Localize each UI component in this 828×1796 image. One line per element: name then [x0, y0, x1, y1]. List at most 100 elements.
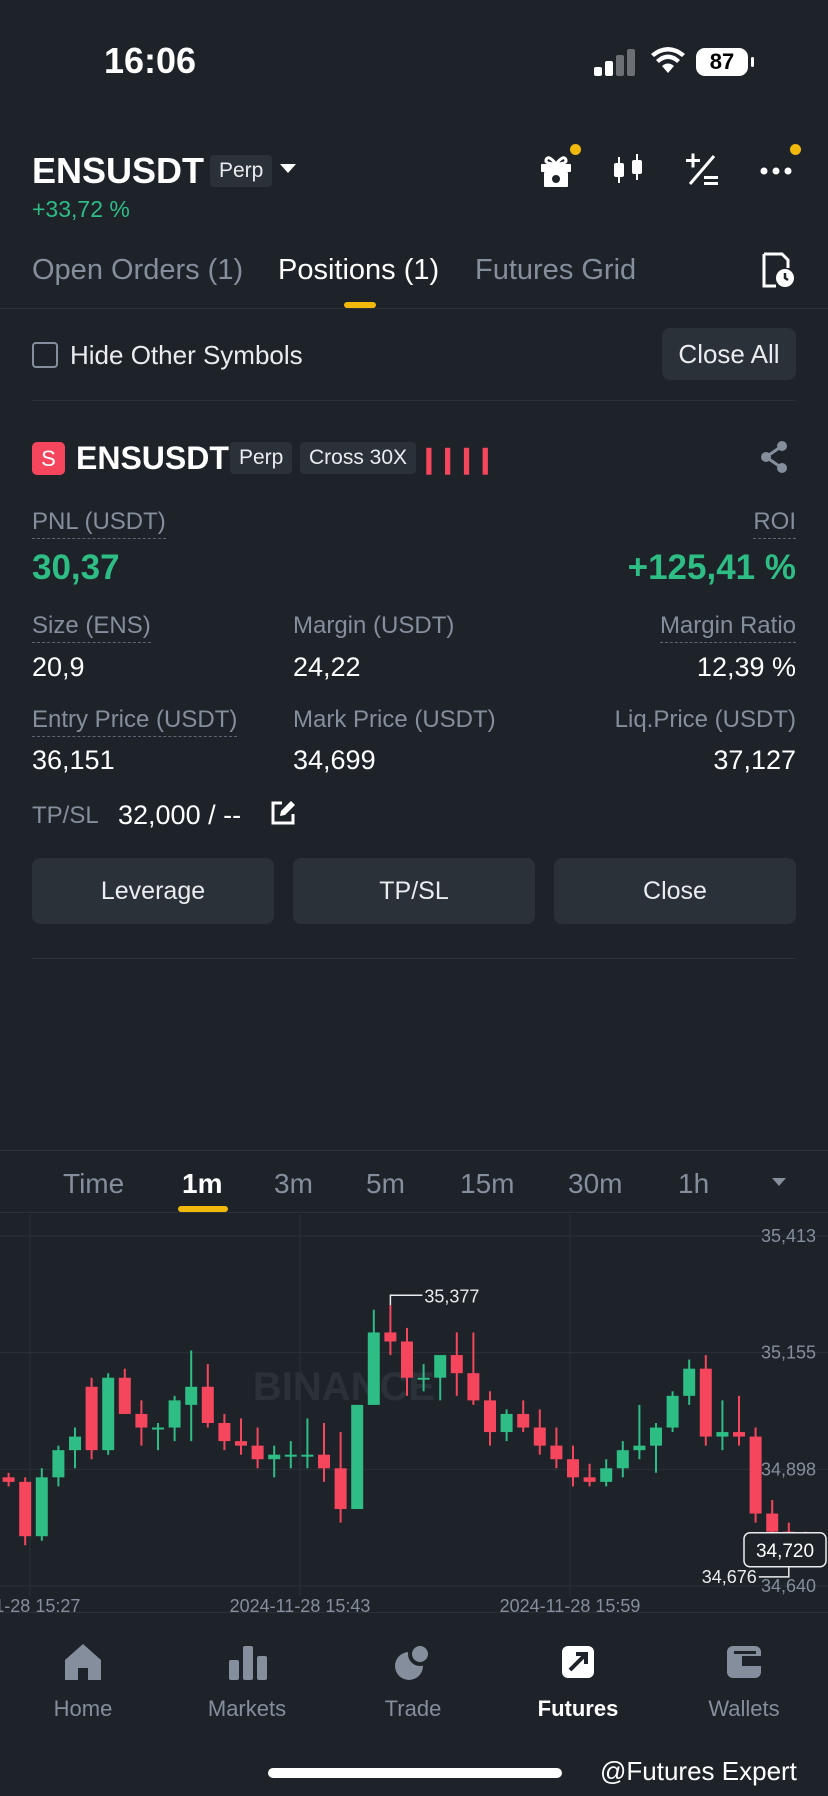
leverage-button[interactable]: Leverage: [32, 858, 274, 924]
active-timeframe-indicator: [178, 1206, 228, 1212]
card-divider: [32, 958, 796, 959]
candle-body: [533, 1427, 546, 1446]
hide-other-symbols-checkbox[interactable]: [32, 342, 58, 368]
margin-mode-tag[interactable]: Cross 30X: [300, 442, 417, 474]
candle-body: [235, 1441, 247, 1446]
candle-body: [19, 1481, 32, 1537]
entry-price-value: 36,151: [32, 745, 115, 775]
close-position-button[interactable]: Close: [554, 858, 796, 924]
candle-body: [484, 1400, 496, 1433]
notification-dot: [570, 144, 581, 155]
nav-divider: [0, 1612, 828, 1613]
candle-body: [616, 1450, 629, 1469]
candle-body: [666, 1395, 679, 1428]
nav-wallets-label[interactable]: Wallets: [708, 1696, 780, 1721]
footer-watermark: @Futures Expert: [600, 1756, 797, 1786]
contract-tag: Perp: [210, 155, 273, 187]
candle-body: [500, 1413, 513, 1433]
candle-body: [716, 1432, 729, 1437]
size-label[interactable]: Size (ENS): [32, 612, 151, 643]
markets-icon[interactable]: [197, 1640, 297, 1684]
chart-tabs-divider: [0, 1212, 828, 1213]
order-history-icon[interactable]: [760, 252, 796, 288]
timeframe-5m[interactable]: 5m: [366, 1168, 405, 1199]
roi-label[interactable]: ROI: [753, 508, 796, 539]
nav-trade-label[interactable]: Trade: [384, 1696, 442, 1721]
futures-icon[interactable]: [528, 1640, 628, 1684]
status-time: 16:06: [104, 40, 197, 81]
timeframe-3m[interactable]: 3m: [274, 1168, 313, 1199]
share-icon[interactable]: [758, 440, 790, 474]
tpsl-value: 32,000 / --: [118, 800, 242, 830]
nav-markets-label[interactable]: Markets: [207, 1696, 287, 1721]
candle-body: [600, 1468, 613, 1482]
symbol-title[interactable]: ENSUSDT: [32, 150, 205, 191]
candle-body: [102, 1377, 115, 1451]
more-timeframes-icon[interactable]: [770, 1176, 788, 1188]
candle-body: [2, 1477, 15, 1482]
candle-body: [550, 1445, 563, 1460]
tab-open-orders[interactable]: Open Orders (1): [32, 254, 244, 286]
candle-body: [683, 1368, 696, 1396]
candle-body: [301, 1454, 314, 1457]
timeframe-1h[interactable]: 1h: [678, 1168, 710, 1199]
percent-calculator-icon[interactable]: [682, 150, 722, 190]
edit-icon[interactable]: [270, 800, 296, 826]
cellular-signal-icon: [594, 48, 635, 76]
nav-futures-label[interactable]: Futures: [537, 1696, 619, 1721]
close-all-button[interactable]: Close All: [662, 328, 796, 380]
home-indicator[interactable]: [268, 1768, 562, 1778]
entry-price-label[interactable]: Entry Price (USDT): [32, 706, 238, 737]
position-symbol[interactable]: ENSUSDT: [76, 440, 229, 476]
margin-value: 24,22: [293, 652, 361, 682]
candle-body: [334, 1468, 347, 1510]
wallets-icon[interactable]: [694, 1640, 794, 1684]
size-value: 20,9: [32, 652, 85, 682]
timeframe-30m[interactable]: 30m: [568, 1168, 623, 1199]
margin-ratio-label[interactable]: Margin Ratio: [659, 612, 796, 643]
short-side-badge: S: [32, 442, 65, 475]
candle-body: [168, 1400, 181, 1428]
pnl-label[interactable]: PNL (USDT): [32, 508, 166, 539]
filter-divider: [32, 400, 796, 401]
candle-body: [201, 1386, 214, 1423]
liq-price-value: 37,127: [713, 745, 796, 775]
wifi-icon: [651, 47, 685, 73]
timeframe-15m[interactable]: 15m: [460, 1168, 515, 1199]
chevron-down-icon[interactable]: [278, 162, 298, 176]
x-tick-label: -11-28 15:27: [0, 1596, 80, 1614]
trade-icon[interactable]: [363, 1640, 463, 1684]
tab-futures-grid[interactable]: Futures Grid: [475, 254, 637, 286]
home-icon[interactable]: [33, 1640, 133, 1684]
price-change: +33,72 %: [32, 196, 130, 222]
tpsl-button[interactable]: TP/SL: [293, 858, 535, 924]
candle-body: [733, 1432, 745, 1437]
pnl-value: 30,37: [32, 548, 120, 587]
candle-body: [434, 1355, 447, 1378]
nav-home-label[interactable]: Home: [53, 1696, 113, 1721]
candle-body: [318, 1454, 330, 1469]
tab-positions[interactable]: Positions (1): [278, 254, 440, 286]
candle-body: [749, 1436, 762, 1514]
y-tick-label: 34,640: [761, 1576, 816, 1596]
timeframe-1m[interactable]: 1m: [182, 1168, 223, 1199]
candlestick-chart-icon[interactable]: [608, 150, 648, 190]
margin-ratio-value: 12,39 %: [696, 652, 796, 682]
more-menu-icon[interactable]: [756, 150, 796, 190]
candle-body: [52, 1450, 65, 1478]
candle-body: [218, 1422, 231, 1442]
risk-level-icon: ❙❙❙❙: [418, 444, 496, 474]
margin-label: Margin (USDT): [293, 612, 455, 639]
candle-body: [583, 1477, 596, 1482]
timeframe-time[interactable]: Time: [63, 1168, 125, 1199]
candle-body: [251, 1445, 264, 1460]
gift-icon[interactable]: [536, 150, 576, 190]
tpsl-label: TP/SL: [32, 802, 99, 829]
low-price-label: 34,676: [702, 1567, 757, 1587]
x-tick-label: 2024-11-28 15:43: [230, 1596, 371, 1614]
roi-value: +125,41 %: [627, 548, 796, 587]
candle-body: [152, 1427, 164, 1430]
candle-body: [467, 1373, 480, 1401]
hide-other-symbols-label[interactable]: Hide Other Symbols: [70, 340, 303, 370]
